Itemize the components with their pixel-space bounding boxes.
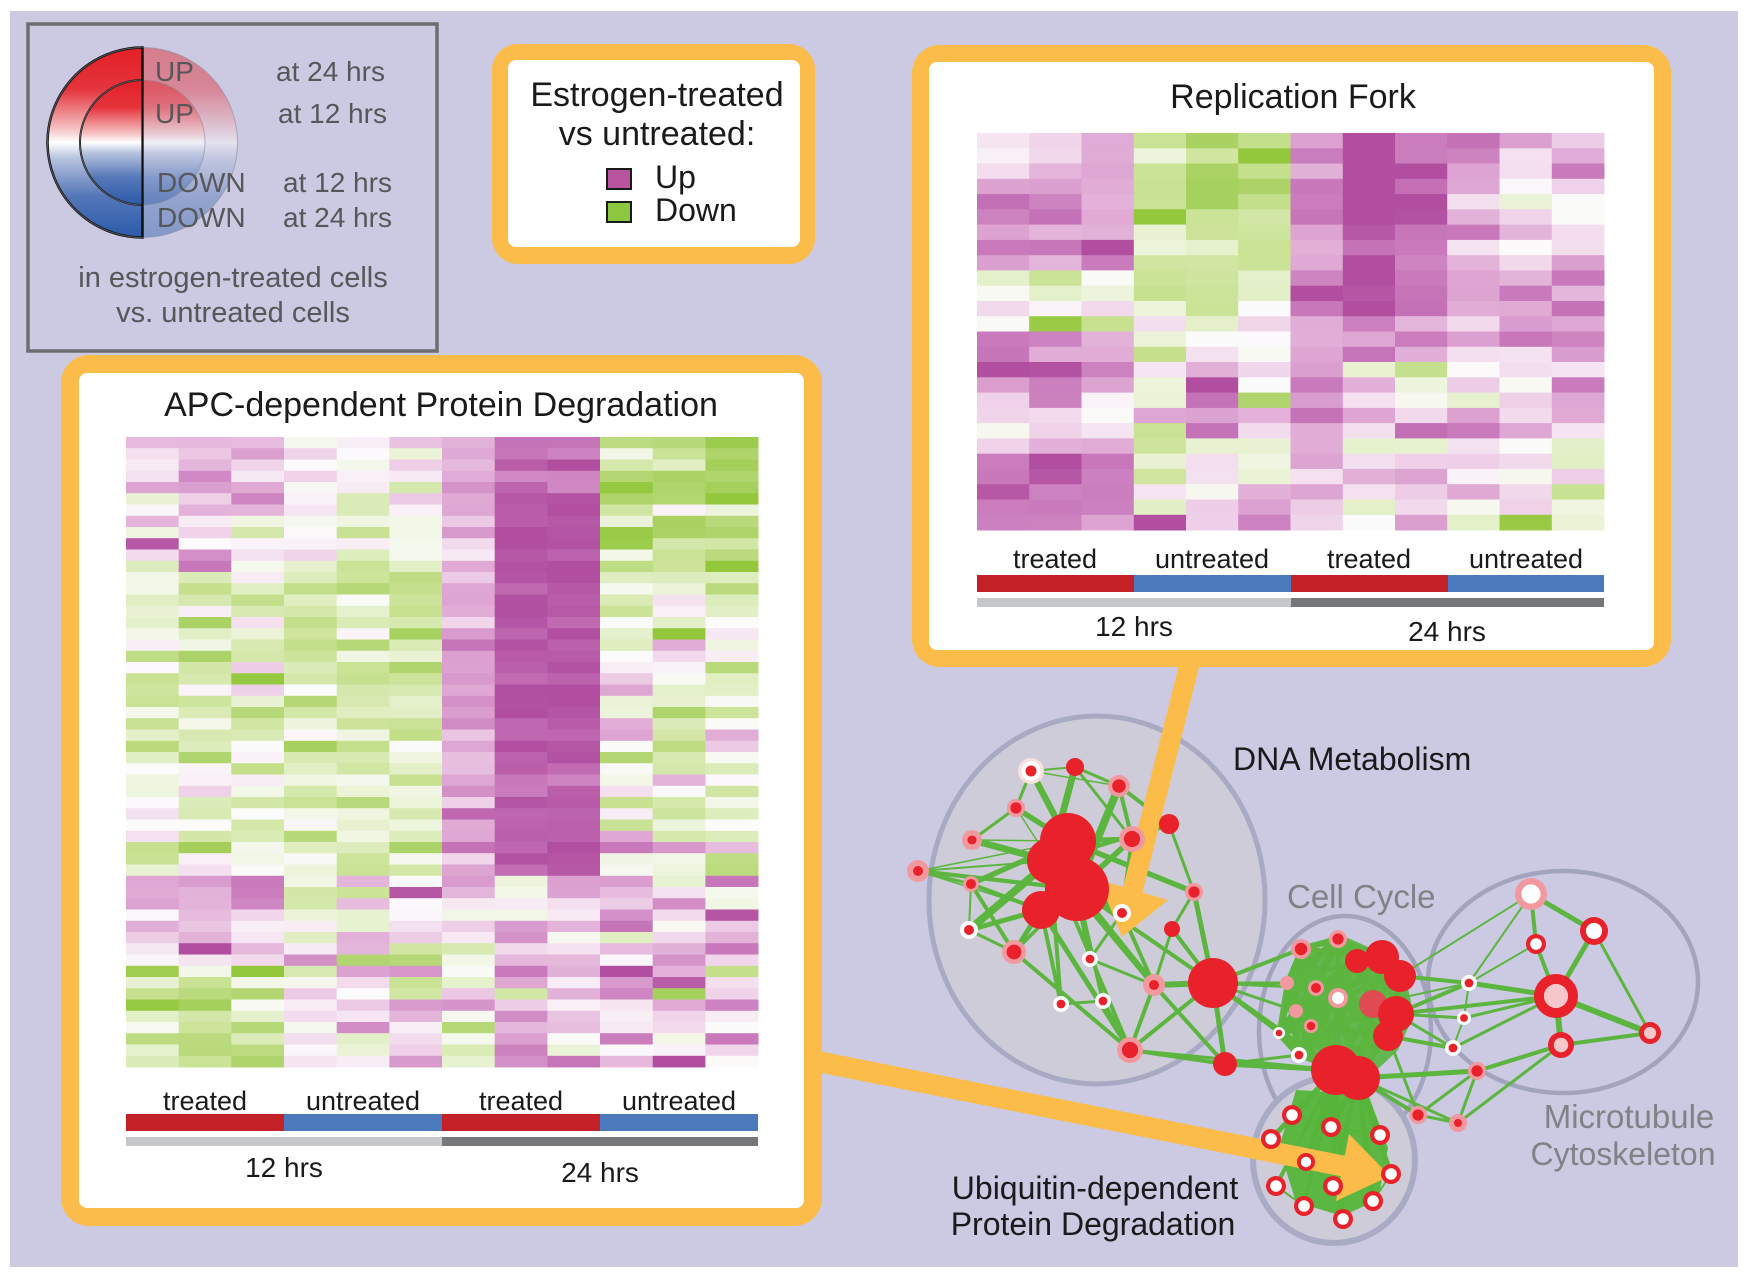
svg-text:Down: Down xyxy=(655,192,737,228)
svg-text:untreated: untreated xyxy=(622,1086,736,1116)
svg-text:Replication Fork: Replication Fork xyxy=(1170,78,1417,116)
svg-text:UP: UP xyxy=(155,98,194,129)
svg-text:at 12 hrs: at 12 hrs xyxy=(278,98,387,129)
svg-text:treated: treated xyxy=(1013,544,1097,574)
svg-text:Protein Degradation: Protein Degradation xyxy=(951,1206,1236,1242)
svg-text:at 24 hrs: at 24 hrs xyxy=(283,202,392,233)
svg-text:UP: UP xyxy=(155,56,194,87)
svg-text:Estrogen-treated: Estrogen-treated xyxy=(530,76,783,114)
svg-text:at 12 hrs: at 12 hrs xyxy=(283,167,392,198)
svg-text:in estrogen-treated cells: in estrogen-treated cells xyxy=(78,262,388,294)
svg-text:treated: treated xyxy=(163,1086,247,1116)
svg-text:at 24 hrs: at 24 hrs xyxy=(276,56,385,87)
svg-text:DNA Metabolism: DNA Metabolism xyxy=(1233,741,1471,777)
svg-text:12 hrs: 12 hrs xyxy=(245,1152,323,1183)
svg-text:12 hrs: 12 hrs xyxy=(1095,611,1173,642)
svg-text:Ubiquitin-dependent: Ubiquitin-dependent xyxy=(952,1170,1239,1206)
svg-text:DOWN: DOWN xyxy=(157,167,246,198)
svg-text:treated: treated xyxy=(1327,544,1411,574)
svg-text:24 hrs: 24 hrs xyxy=(561,1157,639,1188)
svg-text:Up: Up xyxy=(655,159,696,195)
svg-text:vs untreated:: vs untreated: xyxy=(559,115,756,153)
svg-text:treated: treated xyxy=(479,1086,563,1116)
svg-text:DOWN: DOWN xyxy=(157,202,246,233)
svg-text:untreated: untreated xyxy=(1469,544,1583,574)
svg-text:Cell Cycle: Cell Cycle xyxy=(1287,878,1436,915)
svg-text:24 hrs: 24 hrs xyxy=(1408,616,1486,647)
svg-text:untreated: untreated xyxy=(306,1086,420,1116)
svg-text:untreated: untreated xyxy=(1155,544,1269,574)
svg-text:vs. untreated cells: vs. untreated cells xyxy=(116,297,350,329)
svg-text:Cytoskeleton: Cytoskeleton xyxy=(1531,1136,1716,1172)
svg-text:Microtubule: Microtubule xyxy=(1544,1098,1715,1135)
svg-text:APC-dependent Protein Degradat: APC-dependent Protein Degradation xyxy=(164,386,718,424)
